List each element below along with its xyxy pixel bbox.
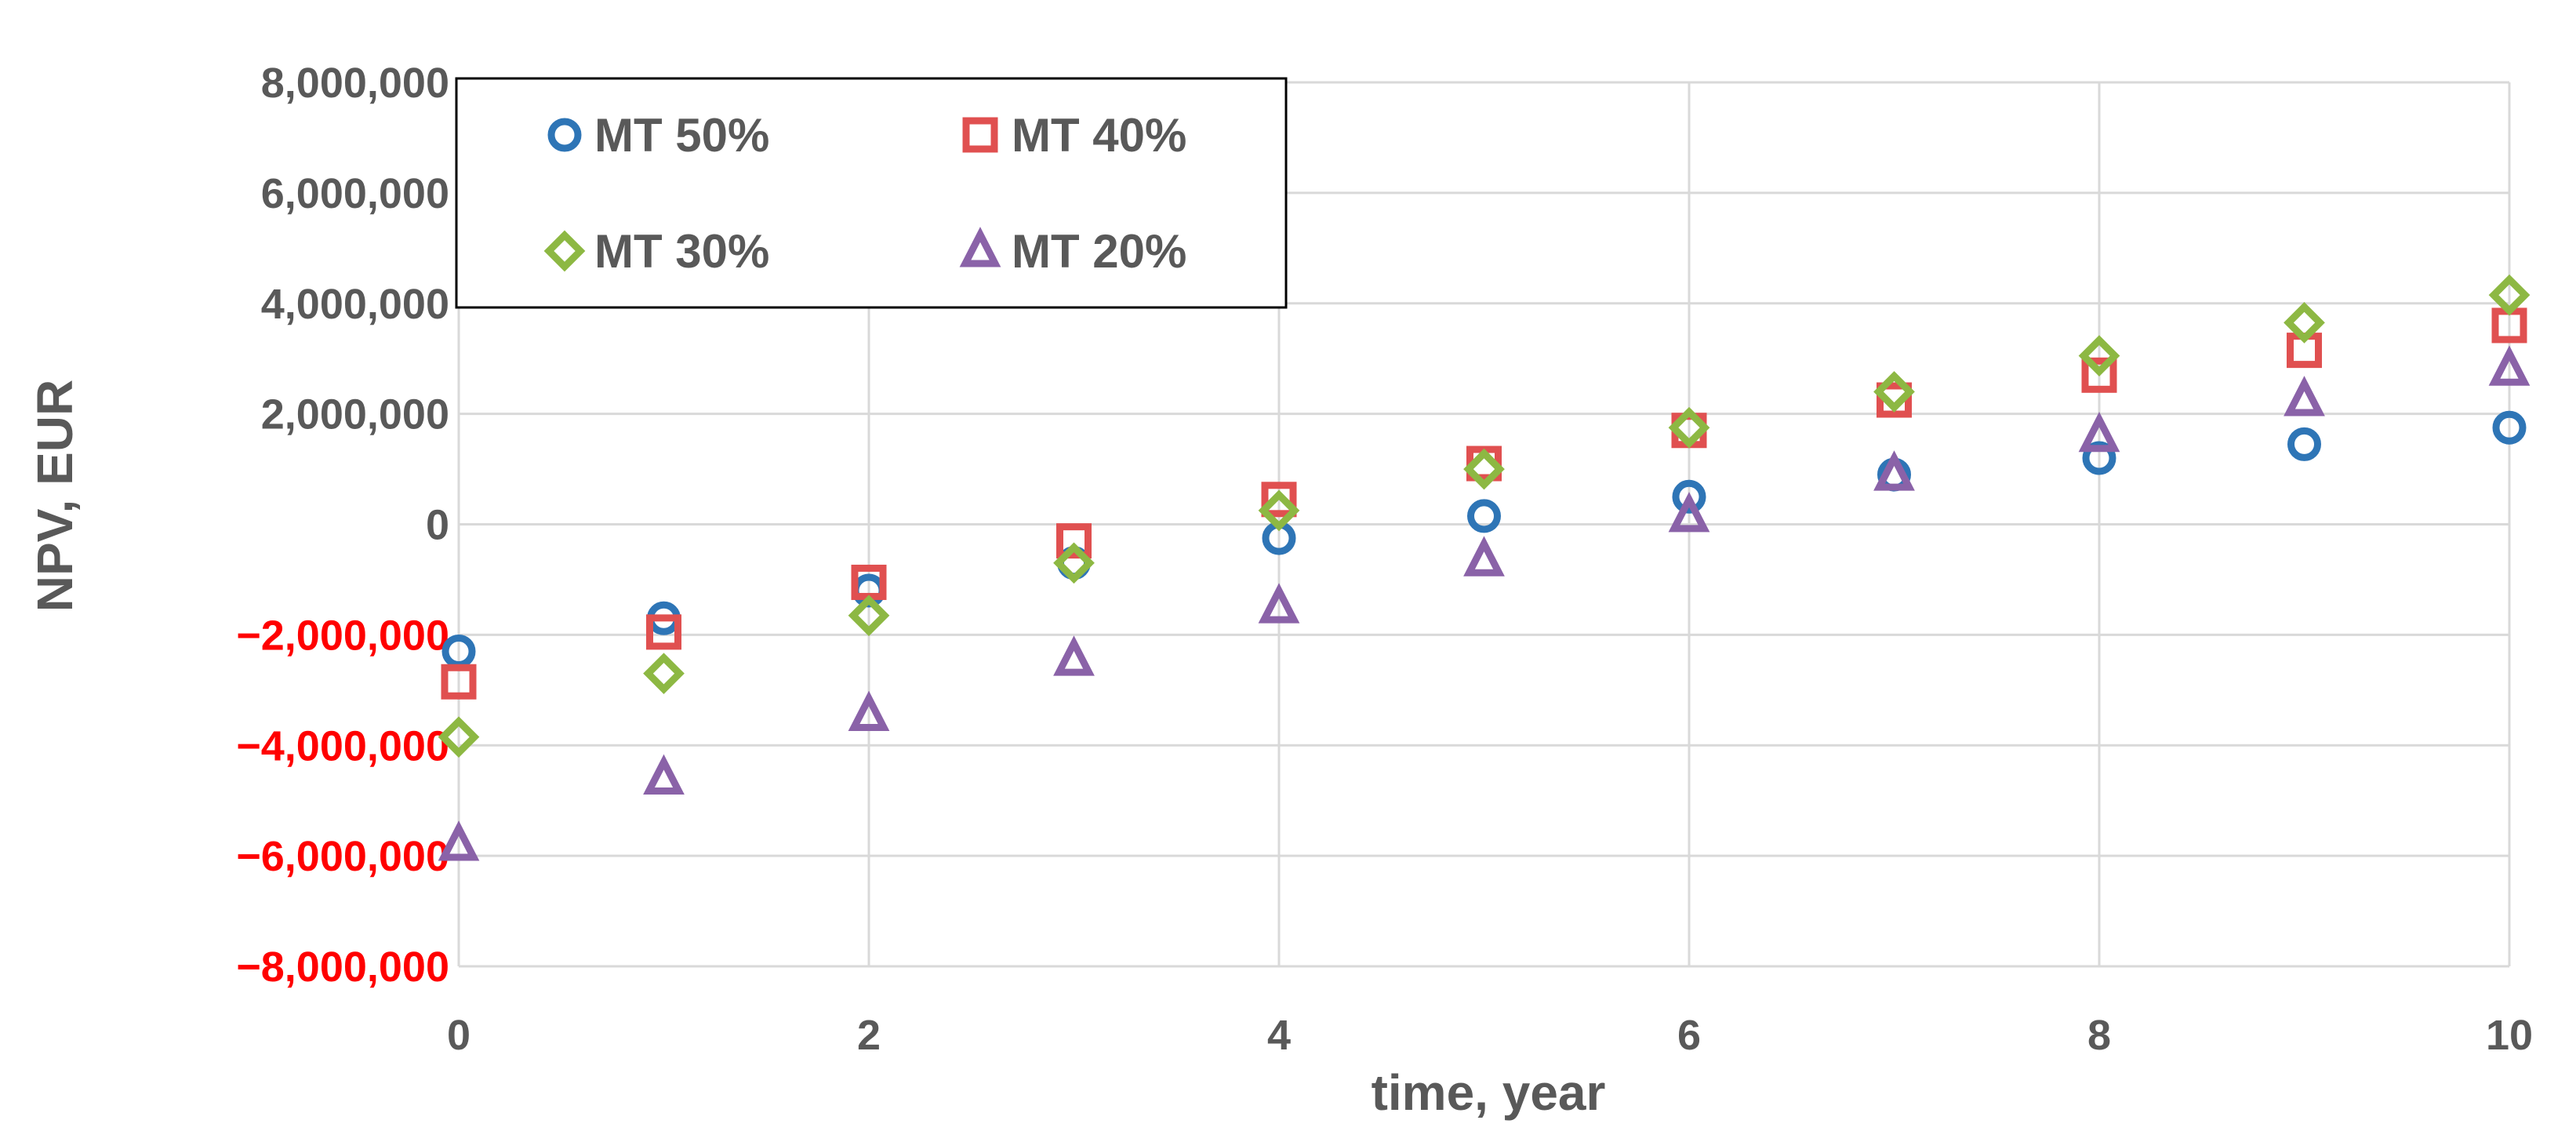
- data-point: [1463, 448, 1505, 490]
- y-tick-label: 0: [426, 502, 449, 549]
- data-point: [2492, 410, 2527, 445]
- data-point: [441, 664, 477, 700]
- legend-label: MT 30%: [594, 225, 769, 278]
- legend-entry: MT 20%: [959, 225, 1186, 278]
- x-tick-label: 6: [1677, 1012, 1701, 1059]
- data-point: [1467, 499, 1501, 533]
- data-point: [2082, 441, 2116, 475]
- y-tick-label: −8,000,000: [236, 944, 449, 991]
- legend-entry: MT 30%: [543, 225, 769, 278]
- y-axis-ticks: 8,000,000 6,000,000 4,000,000 2,000,000 0 −2,…: [236, 60, 449, 991]
- legend: MT 50% MT 40% MT 30% MT 20%: [455, 77, 1288, 309]
- data-point: [2488, 274, 2531, 316]
- x-tick-label: 0: [447, 1012, 471, 1059]
- data-point: [1463, 536, 1505, 576]
- data-point: [1053, 542, 1095, 584]
- legend-marker: [962, 117, 998, 153]
- legend-label: MT 20%: [1012, 225, 1186, 278]
- data-point: [1053, 635, 1095, 676]
- x-axis-ticks: 0 2 4 6 8 10: [447, 1012, 2533, 1059]
- legend-marker: [959, 227, 1001, 267]
- x-tick-label: 4: [1267, 1012, 1291, 1059]
- data-point: [1668, 492, 1710, 533]
- data-point: [2287, 427, 2321, 461]
- y-tick-label: −6,000,000: [236, 833, 449, 880]
- data-point: [643, 653, 685, 695]
- data-point: [643, 754, 685, 795]
- legend-items: MT 50% MT 40% MT 30% MT 20%: [543, 109, 1186, 278]
- data-point: [1258, 583, 1300, 624]
- legend-label: MT 50%: [594, 109, 769, 162]
- legend-entry: MT 40%: [962, 109, 1186, 162]
- y-tick-label: −4,000,000: [236, 722, 449, 769]
- y-tick-label: 2,000,000: [261, 391, 449, 438]
- y-tick-label: −2,000,000: [236, 612, 449, 659]
- data-point: [646, 614, 681, 650]
- data-point: [438, 716, 480, 758]
- data-point: [1672, 479, 1706, 514]
- data-point: [2078, 335, 2120, 377]
- data-point: [1258, 489, 1300, 532]
- x-axis-title: time, year: [1372, 1064, 1606, 1121]
- data-point: [1873, 371, 1915, 413]
- data-point: [438, 820, 480, 861]
- y-tick-label: 8,000,000: [261, 60, 449, 107]
- x-tick-label: 10: [2486, 1012, 2533, 1059]
- data-point: [2488, 345, 2531, 386]
- legend-box: [455, 77, 1288, 309]
- data-points: [438, 274, 2531, 861]
- legend-entry: MT 50%: [547, 109, 769, 162]
- series-mt-20: [438, 345, 2531, 861]
- data-point: [1877, 382, 1912, 418]
- x-tick-label: 2: [857, 1012, 881, 1059]
- legend-marker: [543, 230, 586, 272]
- data-point: [2284, 302, 2325, 344]
- data-point: [848, 690, 890, 732]
- data-point: [1668, 406, 1710, 449]
- data-point: [2078, 411, 2120, 453]
- y-tick-label: 6,000,000: [261, 170, 449, 217]
- data-point: [1261, 482, 1297, 518]
- y-axis-title: NPV, EUR: [27, 380, 83, 612]
- data-point: [2081, 357, 2117, 393]
- data-point: [2284, 376, 2325, 416]
- legend-label: MT 40%: [1012, 109, 1186, 162]
- legend-marker: [547, 118, 582, 152]
- x-tick-label: 8: [2087, 1012, 2111, 1059]
- data-point: [1056, 523, 1092, 559]
- series-mt-30: [438, 274, 2531, 758]
- data-point: [848, 595, 890, 637]
- data-point: [1873, 450, 1915, 491]
- y-tick-label: 4,000,000: [261, 281, 449, 328]
